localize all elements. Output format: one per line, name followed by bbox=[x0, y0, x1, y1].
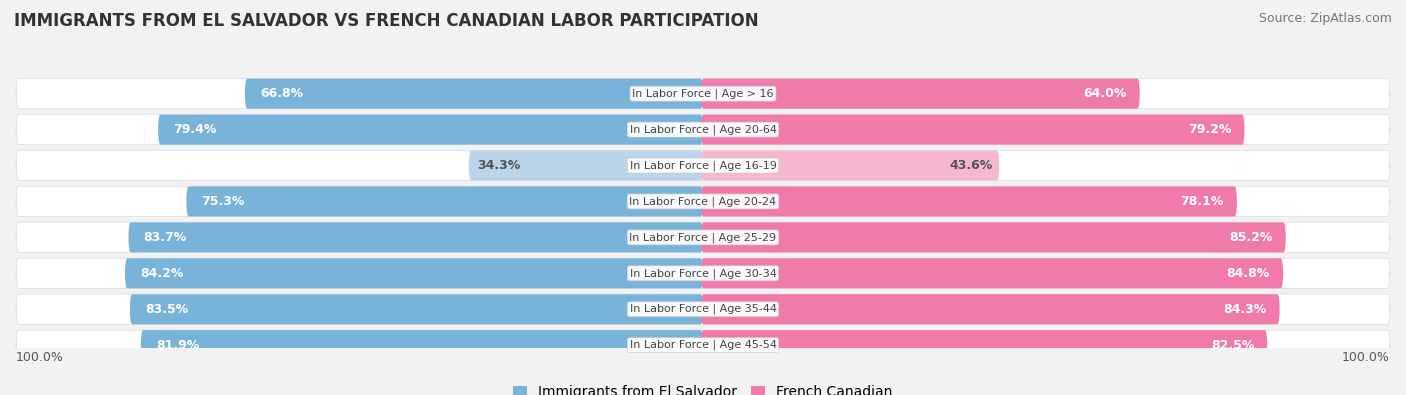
FancyBboxPatch shape bbox=[15, 150, 1391, 181]
Text: In Labor Force | Age 45-54: In Labor Force | Age 45-54 bbox=[630, 340, 776, 350]
Text: 100.0%: 100.0% bbox=[1341, 351, 1391, 364]
Text: In Labor Force | Age 35-44: In Labor Force | Age 35-44 bbox=[630, 304, 776, 314]
FancyBboxPatch shape bbox=[245, 79, 703, 109]
FancyBboxPatch shape bbox=[128, 222, 703, 252]
Text: In Labor Force | Age 25-29: In Labor Force | Age 25-29 bbox=[630, 232, 776, 243]
Text: 100.0%: 100.0% bbox=[15, 351, 65, 364]
FancyBboxPatch shape bbox=[15, 222, 1391, 252]
Text: In Labor Force | Age 20-64: In Labor Force | Age 20-64 bbox=[630, 124, 776, 135]
FancyBboxPatch shape bbox=[15, 79, 1391, 109]
Text: 79.2%: 79.2% bbox=[1188, 123, 1232, 136]
FancyBboxPatch shape bbox=[157, 115, 703, 145]
FancyBboxPatch shape bbox=[141, 330, 703, 360]
FancyBboxPatch shape bbox=[702, 330, 1267, 360]
Text: 83.5%: 83.5% bbox=[145, 303, 188, 316]
Text: 85.2%: 85.2% bbox=[1229, 231, 1272, 244]
FancyBboxPatch shape bbox=[15, 330, 1391, 360]
Text: 84.2%: 84.2% bbox=[141, 267, 184, 280]
FancyBboxPatch shape bbox=[702, 115, 1244, 145]
Text: In Labor Force | Age 30-34: In Labor Force | Age 30-34 bbox=[630, 268, 776, 278]
FancyBboxPatch shape bbox=[125, 258, 703, 288]
Text: 82.5%: 82.5% bbox=[1211, 339, 1254, 352]
Text: In Labor Force | Age 16-19: In Labor Force | Age 16-19 bbox=[630, 160, 776, 171]
FancyBboxPatch shape bbox=[468, 150, 703, 181]
Text: IMMIGRANTS FROM EL SALVADOR VS FRENCH CANADIAN LABOR PARTICIPATION: IMMIGRANTS FROM EL SALVADOR VS FRENCH CA… bbox=[14, 12, 759, 30]
FancyBboxPatch shape bbox=[15, 258, 1391, 288]
Text: 66.8%: 66.8% bbox=[260, 87, 304, 100]
FancyBboxPatch shape bbox=[15, 115, 1391, 145]
Text: 64.0%: 64.0% bbox=[1084, 87, 1126, 100]
Text: 43.6%: 43.6% bbox=[950, 159, 993, 172]
Text: Source: ZipAtlas.com: Source: ZipAtlas.com bbox=[1258, 12, 1392, 25]
Text: 79.4%: 79.4% bbox=[173, 123, 217, 136]
FancyBboxPatch shape bbox=[702, 79, 1140, 109]
Text: 83.7%: 83.7% bbox=[143, 231, 187, 244]
FancyBboxPatch shape bbox=[186, 186, 703, 216]
Text: 78.1%: 78.1% bbox=[1181, 195, 1223, 208]
Text: 34.3%: 34.3% bbox=[477, 159, 520, 172]
FancyBboxPatch shape bbox=[702, 258, 1284, 288]
FancyBboxPatch shape bbox=[702, 186, 1237, 216]
Legend: Immigrants from El Salvador, French Canadian: Immigrants from El Salvador, French Cana… bbox=[508, 380, 898, 395]
Text: 75.3%: 75.3% bbox=[201, 195, 245, 208]
Text: 84.3%: 84.3% bbox=[1223, 303, 1267, 316]
Text: In Labor Force | Age 20-24: In Labor Force | Age 20-24 bbox=[630, 196, 776, 207]
FancyBboxPatch shape bbox=[15, 186, 1391, 216]
FancyBboxPatch shape bbox=[15, 294, 1391, 324]
Text: 81.9%: 81.9% bbox=[156, 339, 200, 352]
FancyBboxPatch shape bbox=[702, 294, 1279, 324]
FancyBboxPatch shape bbox=[702, 222, 1286, 252]
Text: 84.8%: 84.8% bbox=[1227, 267, 1270, 280]
Text: In Labor Force | Age > 16: In Labor Force | Age > 16 bbox=[633, 88, 773, 99]
FancyBboxPatch shape bbox=[702, 150, 1000, 181]
FancyBboxPatch shape bbox=[129, 294, 703, 324]
